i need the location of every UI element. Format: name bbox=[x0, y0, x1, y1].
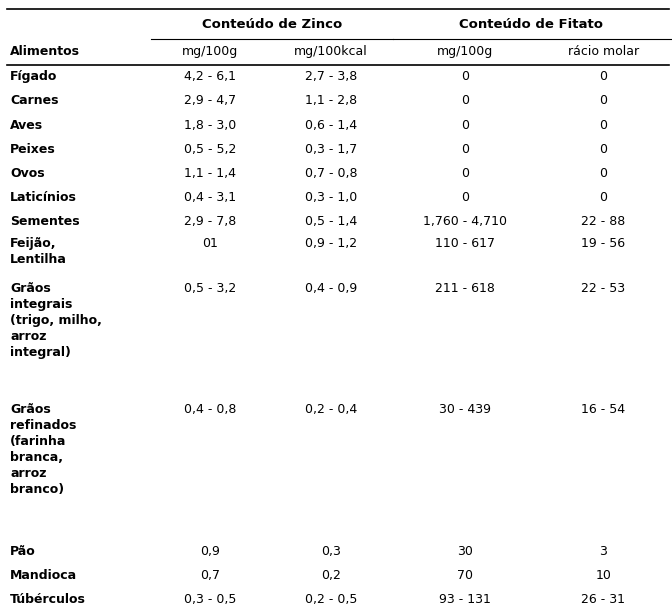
Text: 3: 3 bbox=[599, 545, 607, 558]
Text: 1,1 - 1,4: 1,1 - 1,4 bbox=[184, 167, 236, 180]
Text: 0: 0 bbox=[462, 94, 469, 108]
Text: 2,7 - 3,8: 2,7 - 3,8 bbox=[305, 70, 357, 83]
Text: 0,2: 0,2 bbox=[321, 569, 341, 582]
Text: 0: 0 bbox=[462, 191, 469, 204]
Text: 0,5 - 5,2: 0,5 - 5,2 bbox=[184, 143, 236, 156]
Text: 211 - 618: 211 - 618 bbox=[435, 282, 495, 295]
Text: 0,5 - 3,2: 0,5 - 3,2 bbox=[184, 282, 236, 295]
Text: 1,760 - 4,710: 1,760 - 4,710 bbox=[423, 215, 507, 228]
Text: 19 - 56: 19 - 56 bbox=[581, 237, 625, 251]
Text: 0: 0 bbox=[462, 143, 469, 156]
Text: 30 - 439: 30 - 439 bbox=[439, 403, 491, 416]
Text: mg/100kcal: mg/100kcal bbox=[294, 45, 368, 59]
Text: 0: 0 bbox=[462, 70, 469, 83]
Text: Conteúdo de Fitato: Conteúdo de Fitato bbox=[459, 18, 603, 31]
Text: 0,2 - 0,4: 0,2 - 0,4 bbox=[305, 403, 357, 416]
Text: Carnes: Carnes bbox=[10, 94, 58, 108]
Text: rácio molar: rácio molar bbox=[568, 45, 638, 59]
Text: 70: 70 bbox=[458, 569, 473, 582]
Text: 0,3 - 0,5: 0,3 - 0,5 bbox=[184, 593, 236, 604]
Text: Conteúdo de Zinco: Conteúdo de Zinco bbox=[202, 18, 342, 31]
Text: 1,8 - 3,0: 1,8 - 3,0 bbox=[184, 118, 236, 132]
Text: Mandioca: Mandioca bbox=[10, 569, 77, 582]
Text: 0,7: 0,7 bbox=[200, 569, 220, 582]
Text: Grãos
integrais
(trigo, milho,
arroz
integral): Grãos integrais (trigo, milho, arroz int… bbox=[10, 282, 102, 359]
Text: 0: 0 bbox=[599, 70, 607, 83]
Text: Túbérculos: Túbérculos bbox=[10, 593, 86, 604]
Text: 93 - 131: 93 - 131 bbox=[439, 593, 491, 604]
Text: 0: 0 bbox=[599, 118, 607, 132]
Text: Pão: Pão bbox=[10, 545, 36, 558]
Text: 0: 0 bbox=[599, 167, 607, 180]
Text: 0: 0 bbox=[599, 191, 607, 204]
Text: Ovos: Ovos bbox=[10, 167, 45, 180]
Text: Aves: Aves bbox=[10, 118, 43, 132]
Text: 2,9 - 4,7: 2,9 - 4,7 bbox=[184, 94, 236, 108]
Text: Grãos
refinados
(farinha
branca,
arroz
branco): Grãos refinados (farinha branca, arroz b… bbox=[10, 403, 77, 496]
Text: 110 - 617: 110 - 617 bbox=[435, 237, 495, 251]
Text: 0,3 - 1,0: 0,3 - 1,0 bbox=[305, 191, 357, 204]
Text: 0,2 - 0,5: 0,2 - 0,5 bbox=[305, 593, 357, 604]
Text: Peixes: Peixes bbox=[10, 143, 56, 156]
Text: 2,9 - 7,8: 2,9 - 7,8 bbox=[184, 215, 236, 228]
Text: 0,6 - 1,4: 0,6 - 1,4 bbox=[305, 118, 357, 132]
Text: 0,3 - 1,7: 0,3 - 1,7 bbox=[305, 143, 357, 156]
Text: 26 - 31: 26 - 31 bbox=[581, 593, 625, 604]
Text: 10: 10 bbox=[595, 569, 611, 582]
Text: Alimentos: Alimentos bbox=[10, 45, 80, 59]
Text: 0: 0 bbox=[462, 167, 469, 180]
Text: 1,1 - 2,8: 1,1 - 2,8 bbox=[305, 94, 357, 108]
Text: Sementes: Sementes bbox=[10, 215, 80, 228]
Text: 0,4 - 0,8: 0,4 - 0,8 bbox=[184, 403, 236, 416]
Text: 0: 0 bbox=[462, 118, 469, 132]
Text: mg/100g: mg/100g bbox=[182, 45, 238, 59]
Text: Fígado: Fígado bbox=[10, 70, 57, 83]
Text: 30: 30 bbox=[458, 545, 473, 558]
Text: Feijão,
Lentilha: Feijão, Lentilha bbox=[10, 237, 67, 266]
Text: 0,9 - 1,2: 0,9 - 1,2 bbox=[305, 237, 357, 251]
Text: 0: 0 bbox=[599, 143, 607, 156]
Text: mg/100g: mg/100g bbox=[437, 45, 493, 59]
Text: 16 - 54: 16 - 54 bbox=[581, 403, 625, 416]
Text: 22 - 88: 22 - 88 bbox=[581, 215, 625, 228]
Text: 0: 0 bbox=[599, 94, 607, 108]
Text: Laticínios: Laticínios bbox=[10, 191, 77, 204]
Text: 0,9: 0,9 bbox=[200, 545, 220, 558]
Text: 01: 01 bbox=[202, 237, 218, 251]
Text: 0,7 - 0,8: 0,7 - 0,8 bbox=[304, 167, 358, 180]
Text: 22 - 53: 22 - 53 bbox=[581, 282, 625, 295]
Text: 0,5 - 1,4: 0,5 - 1,4 bbox=[305, 215, 357, 228]
Text: 0,4 - 0,9: 0,4 - 0,9 bbox=[305, 282, 357, 295]
Text: 0,3: 0,3 bbox=[321, 545, 341, 558]
Text: 4,2 - 6,1: 4,2 - 6,1 bbox=[184, 70, 236, 83]
Text: 0,4 - 3,1: 0,4 - 3,1 bbox=[184, 191, 236, 204]
